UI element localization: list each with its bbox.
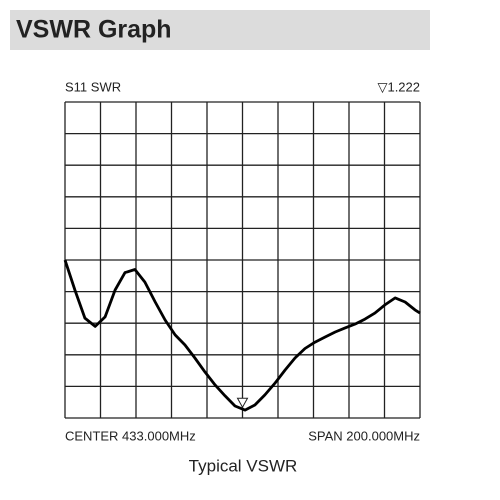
start-label: CENTER 433.000MHz <box>65 428 196 443</box>
vswr-line <box>63 259 421 412</box>
header: VSWR Graph <box>16 16 172 44</box>
marker <box>236 397 249 409</box>
caption: Typical VSWR <box>189 456 298 475</box>
marker-label: ▽1.222 <box>377 79 420 94</box>
header-bar <box>10 10 430 50</box>
end-label: SPAN 200.000MHz <box>308 428 420 443</box>
chart-title: S11 SWR <box>65 79 121 94</box>
